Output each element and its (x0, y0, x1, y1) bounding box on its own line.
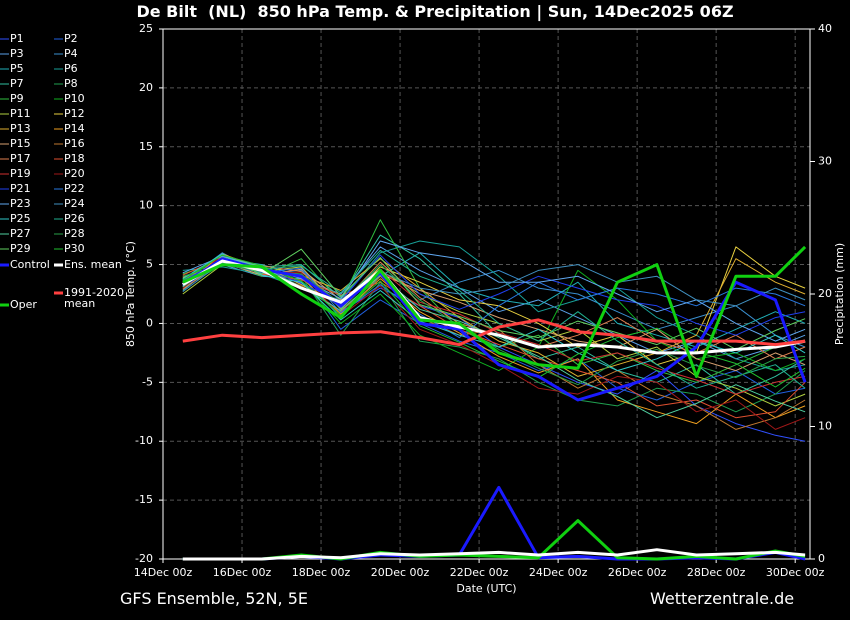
x-tick-label: 22Dec 00z (450, 566, 509, 579)
legend-label: P19 (10, 167, 31, 180)
series-line (182, 261, 806, 372)
legend-label: P29 (10, 242, 31, 255)
legend-label: Ens. mean (64, 258, 122, 271)
legend-label: P15 (10, 137, 31, 150)
legend-label: P16 (64, 137, 85, 150)
legend-label: P12 (64, 107, 85, 120)
legend-label: P28 (64, 227, 85, 240)
series-line (182, 248, 806, 350)
series-line (182, 548, 806, 561)
y-tick-label: -20 (135, 552, 153, 565)
legend-label: 1991-2020 mean (64, 286, 124, 310)
series-line (182, 219, 806, 383)
legend-label: P14 (64, 122, 85, 135)
x-axis-label: Date (UTC) (456, 582, 516, 595)
series-line (182, 262, 806, 339)
y-tick-label: 0 (146, 316, 153, 329)
footer-right: Wetterzentrale.de (650, 589, 795, 608)
legend-label: P17 (10, 152, 31, 165)
y-tick-label: -5 (142, 375, 153, 388)
y-axis-label: 850 hPa Temp. (°C) (124, 241, 137, 347)
legend-label: P8 (64, 77, 78, 90)
series-line (182, 249, 806, 389)
y-tick-label: -10 (135, 434, 153, 447)
y-tick-label: 10 (139, 199, 153, 212)
series-line (182, 485, 806, 561)
y2-tick-label: 30 (818, 155, 832, 168)
y-tick-label: 5 (146, 258, 153, 271)
y-tick-label: 20 (139, 81, 153, 94)
legend-label: P13 (10, 122, 31, 135)
x-tick-label: 18Dec 00z (292, 566, 351, 579)
legend-label: P23 (10, 197, 31, 210)
legend-label: P6 (64, 62, 78, 75)
x-tick-label: 16Dec 00z (213, 566, 272, 579)
plot-frame (162, 28, 811, 560)
x-tick-label: 24Dec 00z (529, 566, 588, 579)
y2-tick-label: 40 (818, 22, 832, 35)
y-tick-label: 15 (139, 140, 153, 153)
x-tick-label: 28Dec 00z (687, 566, 746, 579)
legend-label: P9 (10, 92, 24, 105)
legend-label: P30 (64, 242, 85, 255)
series-line (182, 257, 806, 419)
series-line (182, 240, 806, 342)
series-line (182, 255, 806, 372)
y2-axis-label: Precipitation (mm) (833, 243, 846, 345)
series-line (182, 259, 806, 355)
x-tick-label: 20Dec 00z (371, 566, 430, 579)
legend-label: P18 (64, 152, 85, 165)
x-tick-label: 14Dec 00z (134, 566, 193, 579)
legend-label: Control (10, 258, 50, 271)
legend-label: P20 (64, 167, 85, 180)
legend-label: P3 (10, 47, 24, 60)
legend-label: P4 (64, 47, 78, 60)
footer-left: GFS Ensemble, 52N, 5E (120, 589, 308, 608)
legend-label: P2 (64, 32, 78, 45)
legend-label: P24 (64, 197, 85, 210)
y2-tick-label: 20 (818, 287, 832, 300)
legend-label: P5 (10, 62, 24, 75)
legend-label: P26 (64, 212, 85, 225)
y-tick-label: -15 (135, 493, 153, 506)
series-line (182, 245, 807, 378)
legend-label: P27 (10, 227, 31, 240)
legend-label: P11 (10, 107, 31, 120)
y2-tick-label: 10 (818, 420, 832, 433)
x-tick-label: 30Dec 00z (766, 566, 825, 579)
legend-label: Oper (10, 298, 37, 311)
legend-label: P10 (64, 92, 85, 105)
legend-label: P1 (10, 32, 24, 45)
legend-label: P7 (10, 77, 24, 90)
chart-title: De Bilt (NL) 850 hPa Temp. & Precipitati… (136, 2, 734, 21)
legend-label: P21 (10, 182, 31, 195)
x-tick-label: 26Dec 00z (608, 566, 667, 579)
series-line (182, 254, 806, 388)
y2-tick-label: 0 (818, 552, 825, 565)
series-line (181, 257, 807, 402)
legend-label: P22 (64, 182, 85, 195)
y-tick-label: 25 (139, 22, 153, 35)
legend-label: P25 (10, 212, 31, 225)
